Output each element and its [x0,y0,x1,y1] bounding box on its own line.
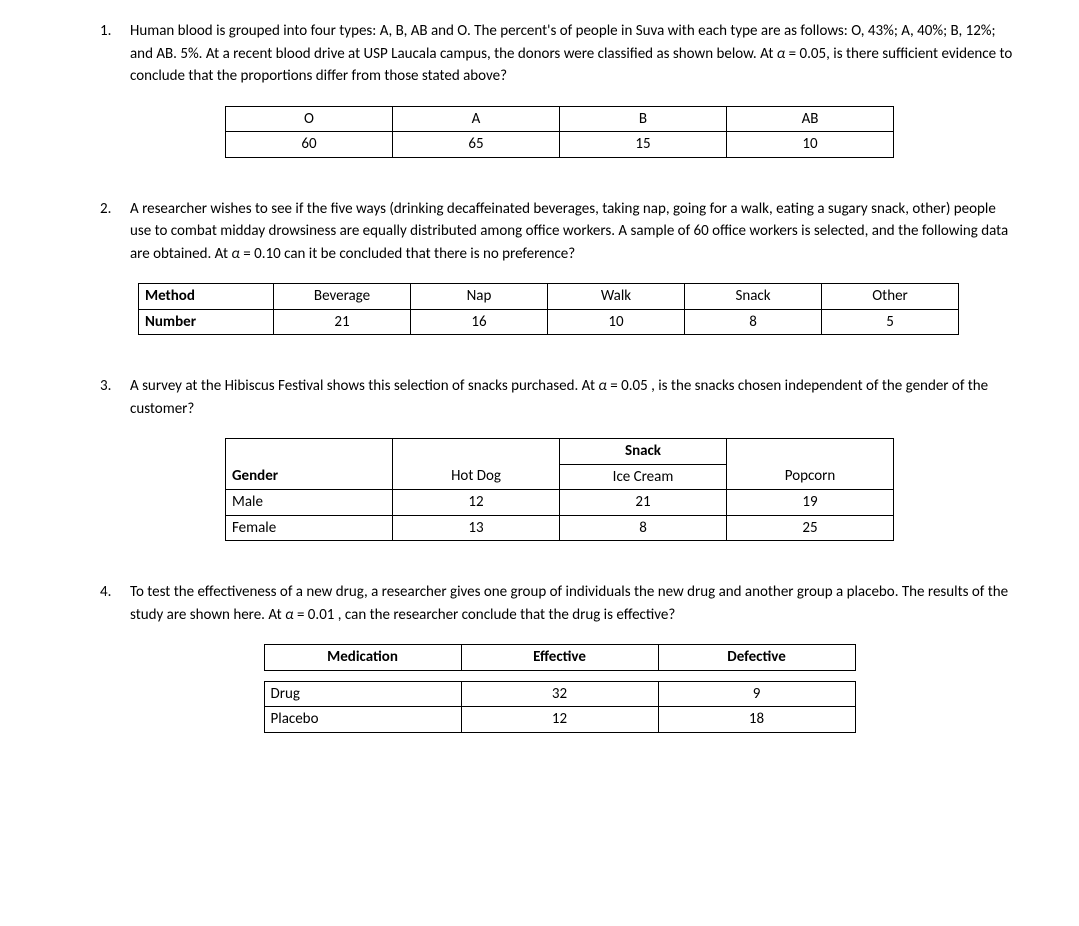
question-2-text: 2. A researcher wishes to see if the fiv… [100,198,1019,266]
table-col-label: Gender [226,464,393,490]
table-cell: 12 [393,490,560,516]
table-header-cell: A [393,106,560,132]
text-part: = 0.10 can it be concluded that there is… [240,245,575,263]
table-cell: 8 [560,515,727,541]
table-cell: 21 [560,490,727,516]
question-number: 3. [100,375,130,398]
table-cell: 10 [548,309,685,335]
question-4: 4. To test the effectiveness of a new dr… [100,581,1019,733]
table-row: Placebo 12 18 [264,707,855,733]
table-header-cell: Ice Cream [560,464,727,490]
table-cell: 13 [393,515,560,541]
alpha-symbol: α [285,606,293,624]
table-empty-cell [393,439,560,465]
table-row: Female 13 8 25 [226,515,894,541]
table-cell: 18 [658,707,855,733]
table-row-label: Female [226,515,393,541]
question-1: 1. Human blood is grouped into four type… [100,20,1019,158]
table-cell: 65 [393,132,560,158]
question-body: A researcher wishes to see if the five w… [130,198,1019,266]
table-header-cell: Beverage [274,284,411,310]
table-row: Drug 32 9 [264,681,855,707]
table-row: Snack [226,439,894,465]
question-3: 3. A survey at the Hibiscus Festival sho… [100,375,1019,541]
table-header-cell: Walk [548,284,685,310]
table-row: O A B AB [226,106,894,132]
table-header-cell: Medication [264,645,461,671]
alpha-symbol: α [231,245,239,263]
table-cell: 60 [226,132,393,158]
table-blood-types: O A B AB 60 65 15 10 [225,106,894,158]
table-row-label: Number [139,309,274,335]
table-cell: 10 [727,132,894,158]
table-row: Gender Hot Dog Ice Cream Popcorn [226,464,894,490]
table-snacks: Snack Gender Hot Dog Ice Cream Popcorn M… [225,438,894,541]
text-part: = 0.01 , can the researcher conclude tha… [294,606,676,624]
table-super-header: Snack [560,439,727,465]
table-row: Method Beverage Nap Walk Snack Other [139,284,959,310]
table-empty-cell [226,439,393,465]
question-number: 4. [100,581,130,604]
table-header-cell: Other [822,284,959,310]
table-row-label: Drug [264,681,461,707]
table-header-cell: Effective [461,645,658,671]
table-row: Number 21 16 10 8 5 [139,309,959,335]
table-cell: 16 [411,309,548,335]
table-row: Medication Effective Defective [264,645,855,671]
table-cell: 5 [822,309,959,335]
alpha-symbol: α [777,45,785,63]
table-drug: Medication Effective Defective Drug 32 9… [264,644,856,733]
table-gap-row [264,670,855,681]
table-header-cell: Popcorn [727,464,894,490]
question-number: 2. [100,198,130,221]
table-header-cell: Hot Dog [393,464,560,490]
table-cell: 8 [685,309,822,335]
table-header-cell: Snack [685,284,822,310]
table-cell: 15 [560,132,727,158]
table-cell: 12 [461,707,658,733]
table-empty-cell [727,439,894,465]
question-number: 1. [100,20,130,43]
table-header-cell: O [226,106,393,132]
table-cell: 25 [727,515,894,541]
question-2: 2. A researcher wishes to see if the fiv… [100,198,1019,336]
table-row-label: Method [139,284,274,310]
text-part: A survey at the Hibiscus Festival shows … [130,377,598,395]
table-row: 60 65 15 10 [226,132,894,158]
table-row: Male 12 21 19 [226,490,894,516]
table-header-cell: B [560,106,727,132]
table-cell: 32 [461,681,658,707]
question-body: A survey at the Hibiscus Festival shows … [130,375,1019,420]
table-header-cell: AB [727,106,894,132]
table-methods: Method Beverage Nap Walk Snack Other Num… [138,283,959,335]
table-row-label: Placebo [264,707,461,733]
table-cell: 19 [727,490,894,516]
table-header-cell: Nap [411,284,548,310]
question-1-text: 1. Human blood is grouped into four type… [100,20,1019,88]
table-header-cell: Defective [658,645,855,671]
alpha-symbol: α [598,377,606,395]
question-body: Human blood is grouped into four types: … [130,20,1019,88]
table-row-label: Male [226,490,393,516]
table-cell: 9 [658,681,855,707]
question-3-text: 3. A survey at the Hibiscus Festival sho… [100,375,1019,420]
table-cell: 21 [274,309,411,335]
question-4-text: 4. To test the effectiveness of a new dr… [100,581,1019,626]
question-body: To test the effectiveness of a new drug,… [130,581,1019,626]
